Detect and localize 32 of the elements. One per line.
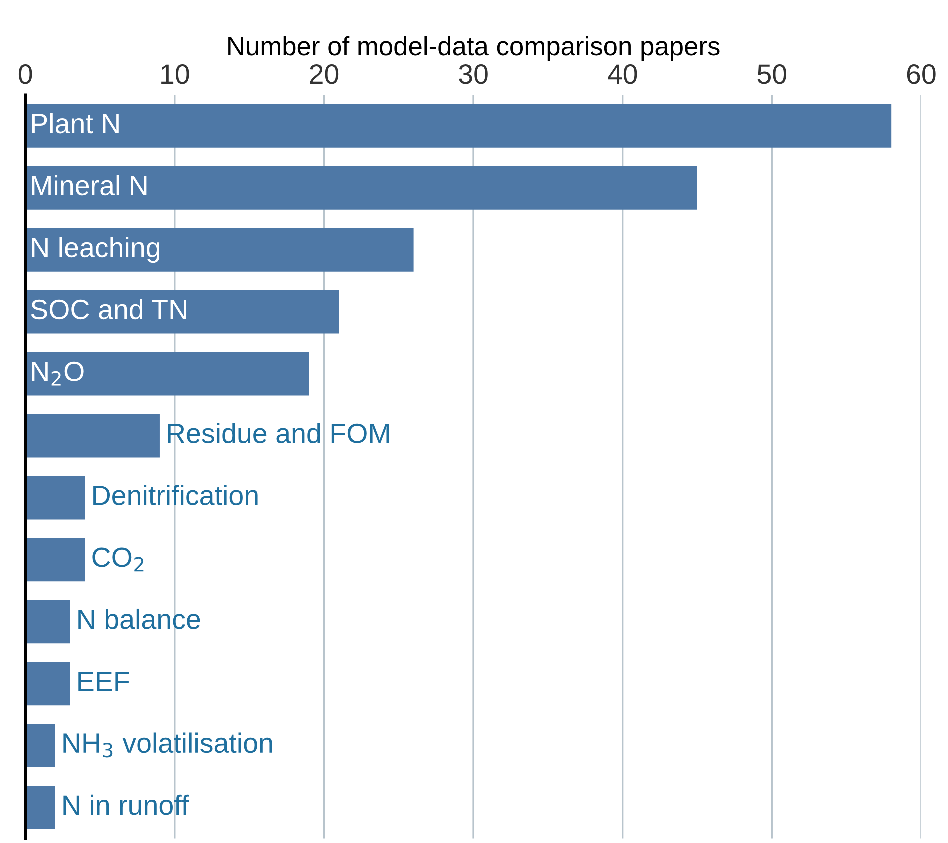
bar — [26, 538, 86, 582]
y-tick-label: EEF — [78, 672, 130, 692]
x-tick-label: 60 — [907, 64, 936, 84]
bar — [26, 352, 310, 396]
x-axis-title: Number of model-data comparison papers — [228, 36, 720, 61]
bar — [26, 414, 160, 458]
x-tick-label: 10 — [162, 64, 190, 84]
x-tick-label: 30 — [459, 64, 488, 84]
bar — [26, 724, 56, 768]
bar — [26, 786, 56, 830]
x-tick-label: 50 — [758, 64, 787, 84]
y-tick-label: CO$_{2}$ — [92, 548, 144, 572]
y-tick-label: N$_{2}$O — [32, 362, 84, 386]
y-tick-label: Plant N — [32, 113, 119, 134]
bar — [26, 104, 892, 148]
x-tick-label: 0 — [18, 64, 32, 84]
bar — [26, 290, 340, 334]
y-tick-label: N in runoff — [64, 794, 190, 816]
bar — [26, 476, 86, 520]
bar — [26, 228, 414, 272]
y-tick-label: Denitrification — [94, 485, 258, 506]
bar — [26, 662, 70, 706]
x-tick-label: 20 — [310, 64, 339, 84]
y-tick-label: Mineral N — [32, 175, 147, 196]
y-tick-label: SOC and TN — [31, 299, 186, 320]
y-tick-label: N balance — [78, 608, 200, 630]
bar — [26, 166, 698, 210]
y-tick-label: Residue and FOM — [168, 423, 390, 444]
bar — [26, 600, 70, 644]
x-tick-label: 40 — [608, 64, 638, 84]
y-tick-label: NH$_{3}$ volatilisation — [64, 732, 272, 758]
y-tick-label: N leaching — [32, 237, 160, 264]
